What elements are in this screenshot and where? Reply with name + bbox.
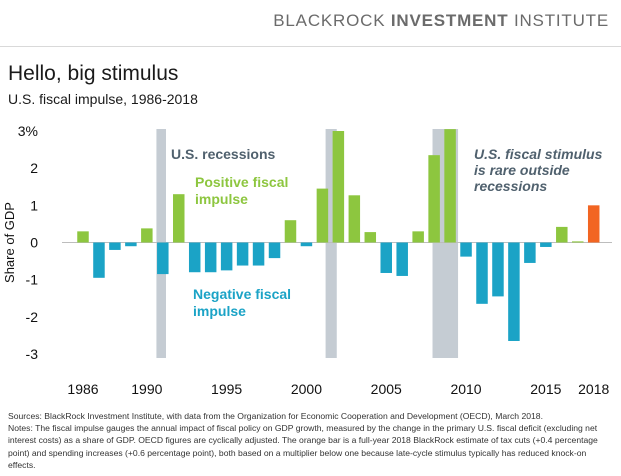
annotation-positive-line1: Positive fiscal xyxy=(195,174,288,190)
y-tick-label: 1 xyxy=(30,197,38,213)
bar-1992 xyxy=(173,194,185,243)
annotation-rare-line3: recessions xyxy=(474,178,547,194)
bar-1990 xyxy=(141,228,153,243)
bar-2013 xyxy=(508,242,520,341)
bar-1996 xyxy=(236,242,249,266)
bar-2017 xyxy=(572,241,584,243)
x-tick-label: 2015 xyxy=(530,381,561,397)
x-tick-label: 1986 xyxy=(67,381,98,397)
x-tick-label: 1995 xyxy=(211,381,242,397)
notes-block: Sources: BlackRock Investment Institute,… xyxy=(8,410,614,471)
brand-regular: BLACKROCK xyxy=(273,11,391,30)
bar-2009 xyxy=(444,129,456,243)
y-tick-label: 0 xyxy=(30,235,38,251)
sources-text: Sources: BlackRock Investment Institute,… xyxy=(8,411,543,421)
bar-2012 xyxy=(492,242,504,297)
bar-2002 xyxy=(332,131,345,243)
bar-1997 xyxy=(252,242,265,266)
chart-subtitle: U.S. fiscal impulse, 1986-2018 xyxy=(8,91,198,107)
chart-title: Hello, big stimulus xyxy=(8,62,179,85)
bar-1989 xyxy=(125,242,137,247)
bar-1987 xyxy=(93,242,105,278)
brand-suffix: INSTITUTE xyxy=(508,11,609,30)
bar-2015 xyxy=(540,242,552,247)
bar-2014 xyxy=(524,242,536,263)
bar-2000 xyxy=(300,242,313,247)
bar-1998 xyxy=(268,242,281,259)
bar-2005 xyxy=(380,242,392,273)
recession-band-1 xyxy=(325,129,337,358)
y-tick-label: -1 xyxy=(26,272,39,288)
chart-area: 3% 2 1 0 -1 -2 -3 Share of GDP 1986 1990 1995 2000 2… xyxy=(2,123,612,397)
bar-2008 xyxy=(428,155,440,243)
x-tick-label: 2010 xyxy=(450,381,481,397)
x-tick-label: 2000 xyxy=(291,381,322,397)
bar-2003 xyxy=(348,195,361,243)
bar-1999 xyxy=(284,220,297,243)
annotation-recessions: U.S. recessions xyxy=(171,146,275,162)
bar-2001 xyxy=(316,188,329,243)
notes-text: Notes: The fiscal impulse gauges the ann… xyxy=(8,423,598,470)
bar-2011 xyxy=(476,242,488,304)
x-tick-label: 1990 xyxy=(131,381,162,397)
bar-1993 xyxy=(188,242,201,273)
bar-2010 xyxy=(460,242,472,257)
y-axis-label: Share of GDP xyxy=(2,202,17,283)
bar-1995 xyxy=(220,242,233,271)
bar-1991 xyxy=(157,242,169,275)
bar-2006 xyxy=(396,242,408,276)
bar-1994 xyxy=(204,242,217,273)
y-tick-label: -2 xyxy=(26,309,39,325)
annotation-rare-line1: U.S. fiscal stimulus xyxy=(474,146,603,162)
brand-bold: INVESTMENT xyxy=(390,11,509,30)
brand-logo: BLACKROCK INVESTMENT INSTITUTE xyxy=(273,11,609,31)
y-tick-label: 3% xyxy=(18,123,38,139)
annotation-rare-line2: is rare outside xyxy=(474,162,570,178)
x-tick-label: 2018 xyxy=(578,381,609,397)
y-tick-label: 2 xyxy=(30,160,38,176)
bar-1988 xyxy=(109,242,121,250)
bar-1986 xyxy=(77,231,89,243)
annotation-negative-line1: Negative fiscal xyxy=(193,286,291,302)
header-bar: BLACKROCK INVESTMENT INSTITUTE xyxy=(0,0,621,47)
annotation-negative-line2: impulse xyxy=(193,303,246,319)
y-tick-label: -3 xyxy=(26,346,39,362)
x-tick-label: 2005 xyxy=(371,381,402,397)
bar-2004 xyxy=(364,232,377,243)
bar-2018 xyxy=(587,205,600,243)
bar-2016 xyxy=(556,226,568,243)
bar-2007 xyxy=(412,231,424,243)
annotation-positive-line2: impulse xyxy=(195,191,248,207)
